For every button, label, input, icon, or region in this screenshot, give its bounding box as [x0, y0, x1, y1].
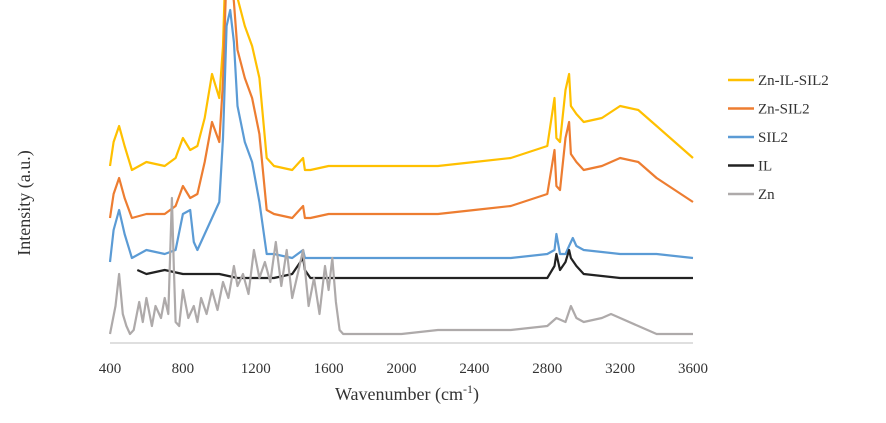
series-line-sil2 — [108, 8, 694, 263]
x-tick-label: 800 — [172, 361, 195, 377]
x-tick-label: 2000 — [387, 361, 417, 377]
legend-label: Zn-SIL2 — [758, 102, 810, 118]
legend-label: Zn-IL-SIL2 — [758, 73, 829, 89]
x-axis-title-end: ) — [473, 384, 479, 405]
x-axis-title: Wavenumber (cm-1) — [335, 382, 479, 405]
x-axis-title-text: Wavenumber (cm — [335, 384, 463, 405]
legend-label: Zn — [758, 187, 775, 203]
x-tick-label: 2400 — [459, 361, 489, 377]
series-line-zn-il-sil2 — [108, 0, 694, 172]
x-tick-label: 3600 — [678, 361, 708, 377]
legend-label: SIL2 — [758, 130, 788, 146]
legend-label: IL — [758, 159, 772, 175]
series-line-zn — [108, 196, 693, 336]
plot-area — [108, 0, 694, 336]
series-line-zn-sil2 — [108, 0, 694, 220]
legend: Zn-IL-SIL2 Zn-SIL2 SIL2 IL Zn — [728, 73, 829, 203]
y-axis-title: Intensity (a.u.) — [14, 150, 35, 255]
series-line-il — [136, 248, 693, 280]
x-tick-labels: 400 800 1200 1600 2000 2400 2800 3200 3600 — [99, 361, 708, 377]
x-tick-label: 3200 — [605, 361, 635, 377]
x-tick-label: 2800 — [532, 361, 562, 377]
x-tick-label: 1200 — [241, 361, 271, 377]
x-tick-label: 1600 — [314, 361, 344, 377]
x-tick-label: 400 — [99, 361, 122, 377]
x-axis-title-superscript: -1 — [463, 382, 473, 396]
